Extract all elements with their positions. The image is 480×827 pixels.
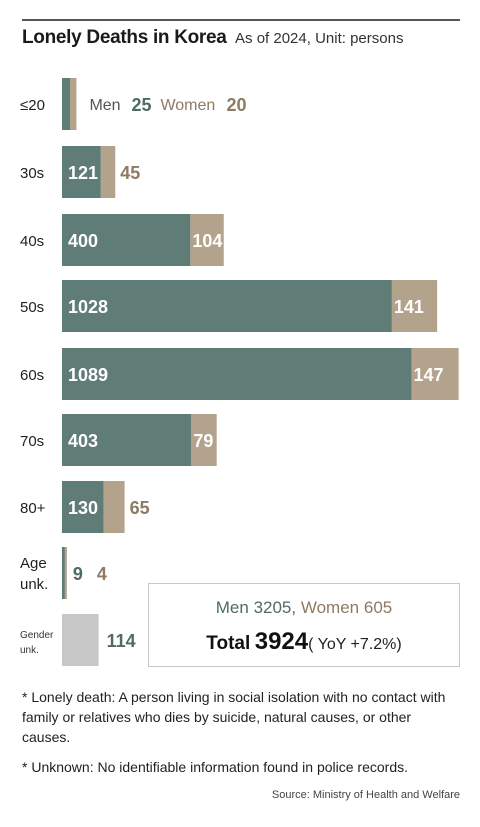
totals-box: Men 3205, Women 605 Total 3924( YoY +7.2… <box>148 583 460 667</box>
bar-women <box>70 78 77 130</box>
chart-title: Lonely Deaths in Korea <box>22 27 227 48</box>
category-label: 40s <box>20 233 44 250</box>
bar-men <box>62 280 392 332</box>
bar-men <box>62 146 101 198</box>
category-label: 50s <box>20 299 44 316</box>
bar-men <box>62 414 192 466</box>
category-label: unk. <box>20 645 39 656</box>
category-label: 80+ <box>20 500 46 517</box>
category-label: Gender <box>20 630 54 641</box>
bar-men <box>62 348 412 400</box>
legend-men-label: Men <box>89 97 120 114</box>
totals-gender-line: Men 3205, Women 605 <box>215 598 393 617</box>
category-label: 60s <box>20 367 44 384</box>
data-label-women: 65 <box>130 498 150 518</box>
data-label-women: 79 <box>193 431 213 451</box>
bar-women <box>411 348 459 400</box>
category-label: ≤20 <box>20 97 45 114</box>
data-label-men: 121 <box>68 163 98 183</box>
bar-women <box>64 547 67 599</box>
data-label-men: 400 <box>68 231 98 251</box>
bar-women <box>103 481 125 533</box>
data-label-women: 20 <box>226 95 246 115</box>
bar-women <box>190 214 224 266</box>
data-label-men: 1028 <box>68 297 108 317</box>
bar-women <box>100 146 116 198</box>
chart-subtitle: As of 2024, Unit: persons <box>235 30 404 47</box>
footnote-lonely-death: * Lonely death: A person living in socia… <box>22 689 446 745</box>
data-label-men: 9 <box>73 564 83 584</box>
data-label-men: 25 <box>131 95 151 115</box>
category-label: 30s <box>20 165 44 182</box>
data-label-women: 4 <box>97 564 107 584</box>
category-label: unk. <box>20 576 48 593</box>
bar-women <box>191 414 217 466</box>
bar-women <box>391 280 438 332</box>
bar-men <box>62 547 65 599</box>
totals-women-value: 605 <box>363 598 393 617</box>
legend-women-label: Women <box>160 97 215 114</box>
footnote-unknown: * Unknown: No identifiable information f… <box>22 759 408 775</box>
total-value: 3924 <box>254 628 309 655</box>
bar-men <box>62 481 104 533</box>
totals-men-label: Men <box>215 598 249 617</box>
data-label-women: 104 <box>192 231 222 251</box>
data-label-women: 147 <box>413 365 443 385</box>
bar-men <box>62 214 191 266</box>
bar-chart: ≤20 Men 25 Women 20 30s 121 45 40s 400 104 50s 1028 1… <box>20 78 459 666</box>
data-label-men: 403 <box>68 431 98 451</box>
bar-men <box>62 78 71 130</box>
total-label: Total <box>206 633 251 654</box>
data-label-men: 1089 <box>68 365 108 385</box>
top-rule <box>22 19 460 21</box>
yoy-text: ( YoY +7.2%) <box>308 636 402 653</box>
data-label-men: 130 <box>68 498 98 518</box>
category-label: Age <box>20 555 47 572</box>
title-row: Lonely Deaths in Korea As of 2024, Unit:… <box>22 27 403 49</box>
totals-total-line: Total 3924( YoY +7.2%) <box>149 628 459 656</box>
data-label-women: 45 <box>120 163 140 183</box>
source-credit: Source: Ministry of Health and Welfare <box>271 789 460 801</box>
totals-women-label: Women <box>300 598 360 617</box>
category-label: 70s <box>20 433 44 450</box>
data-label-women: 141 <box>394 297 424 317</box>
bar-gender-unknown <box>62 614 99 666</box>
data-label-gender-unknown: 114 <box>107 631 136 651</box>
footnotes: * Lonely death: A person living in socia… <box>22 687 462 777</box>
totals-men-value: 3205 <box>253 598 292 617</box>
